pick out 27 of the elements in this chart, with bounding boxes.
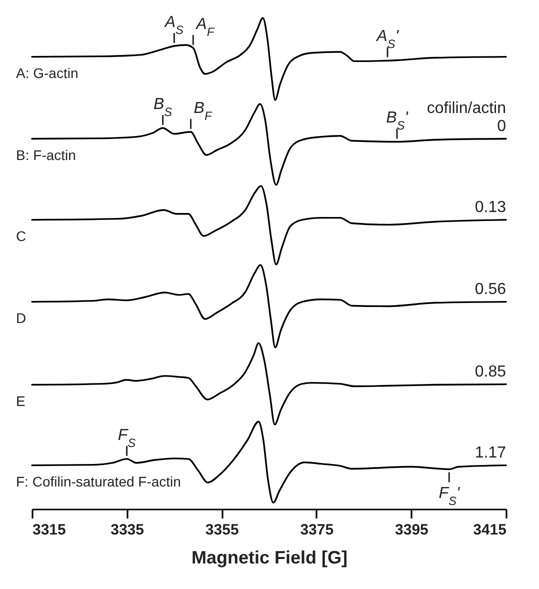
- x-axis-title: Magnetic Field [G]: [191, 548, 348, 568]
- annotation: F$_{S}$: [118, 426, 136, 450]
- annotation: A$_{S}$': [376, 28, 400, 52]
- annotation: 0.85: [474, 363, 506, 380]
- annotation: 0.13: [474, 198, 506, 216]
- x-tick-label: 3395: [395, 522, 428, 538]
- x-tick-label: 3335: [110, 522, 144, 538]
- series-label: A: G-actin: [16, 64, 78, 81]
- x-tick-label: 3415: [473, 522, 506, 538]
- annotation: B$_{S}$': [386, 110, 409, 133]
- annotation: 1.17: [474, 444, 506, 462]
- annotation: B$_{F}$: [194, 100, 212, 123]
- annotation: A$_{S}$: [164, 14, 184, 37]
- series-label: E: [16, 392, 26, 409]
- x-tick-label: 3375: [300, 522, 334, 538]
- annotation: B$_{S}$: [153, 96, 172, 119]
- annotation: F$_{S}$': [438, 485, 460, 508]
- annotation: 0.56: [474, 280, 506, 298]
- series-label: B: F-actin: [16, 146, 76, 163]
- x-tick-label: 3315: [32, 522, 66, 538]
- x-tick-label: 3355: [205, 522, 239, 538]
- legend-title: cofilin/actin: [426, 100, 506, 117]
- annotation: A$_{F}$: [195, 16, 215, 39]
- annotation: 0: [497, 118, 506, 135]
- series-label: F: Cofilin-saturated F-actin: [16, 473, 181, 490]
- series-label: C: [16, 228, 26, 244]
- series-label: D: [16, 310, 26, 326]
